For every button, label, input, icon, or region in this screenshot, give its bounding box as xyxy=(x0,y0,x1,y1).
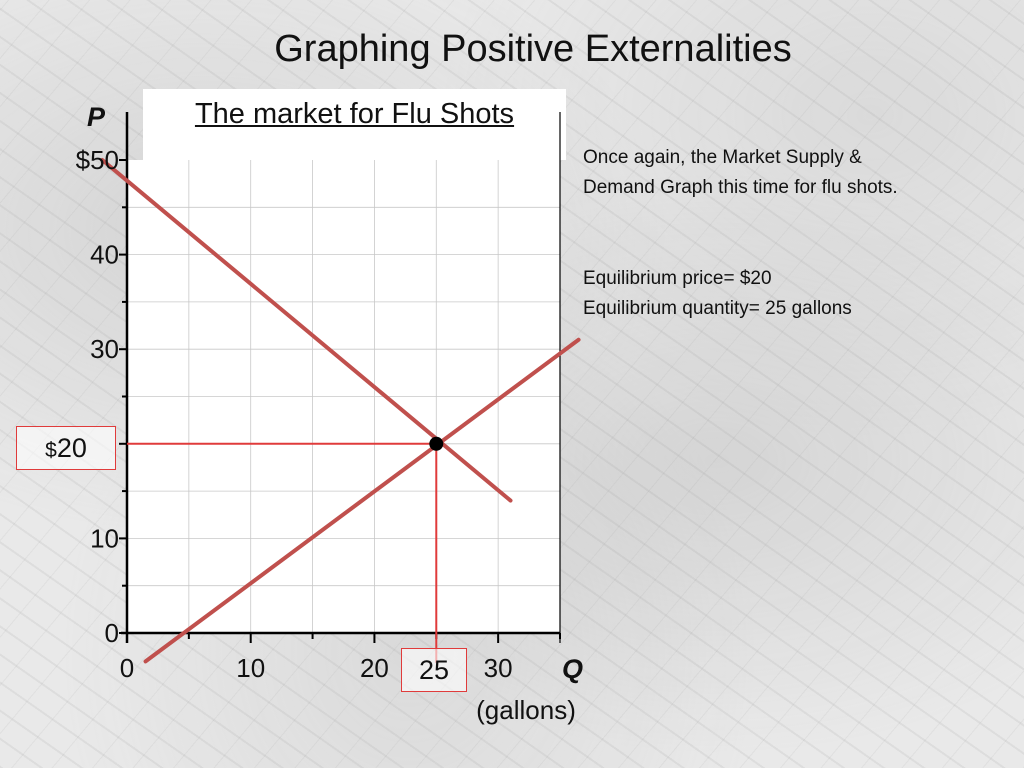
note-description: Once again, the Market Supply & Demand G… xyxy=(583,143,898,203)
equilibrium-price-text: Equilibrium price= $20 xyxy=(583,268,772,289)
grid xyxy=(127,160,560,633)
x-tick-label: 30 xyxy=(484,653,513,683)
equilibrium-price-value: 20 xyxy=(56,433,87,463)
curves xyxy=(100,158,581,664)
equilibrium-point xyxy=(429,436,444,451)
x-tick-label: 0 xyxy=(120,653,134,683)
y-tick-label: 40 xyxy=(90,240,119,270)
y-tick-label: 10 xyxy=(90,523,119,553)
slide-title: Graphing Positive Externalities xyxy=(274,28,792,70)
note-line: Demand Graph this time for flu shots. xyxy=(583,177,898,198)
x-axis-unit: (gallons) xyxy=(476,695,576,725)
tick-labels: 0 10 30 40 $50 0 10 20 30 P Q (gallons) xyxy=(76,102,583,725)
currency-symbol: $ xyxy=(45,439,57,462)
x-axis-label: Q xyxy=(562,654,583,684)
y-tick-label: 30 xyxy=(90,334,119,364)
equilibrium-quantity-highlight: 25 xyxy=(401,648,467,692)
y-tick-label: $50 xyxy=(76,145,119,175)
x-tick-label: 20 xyxy=(360,653,389,683)
equilibrium-price-highlight: $20 xyxy=(16,426,116,470)
chart-title: The market for Flu Shots xyxy=(194,98,515,130)
x-tick-label: 10 xyxy=(236,653,265,683)
demand-curve xyxy=(100,158,513,503)
y-tick-label: 0 xyxy=(105,618,119,648)
note-line: Once again, the Market Supply & xyxy=(583,147,862,168)
axes xyxy=(119,112,561,643)
equilibrium-quantity-text: Equilibrium quantity= 25 gallons xyxy=(583,298,852,319)
y-axis-label: P xyxy=(87,102,106,132)
supply-curve xyxy=(143,337,581,664)
note-equilibrium: Equilibrium price= $20 Equilibrium quant… xyxy=(583,264,852,324)
chart-title-box: The market for Flu Shots xyxy=(143,89,566,160)
